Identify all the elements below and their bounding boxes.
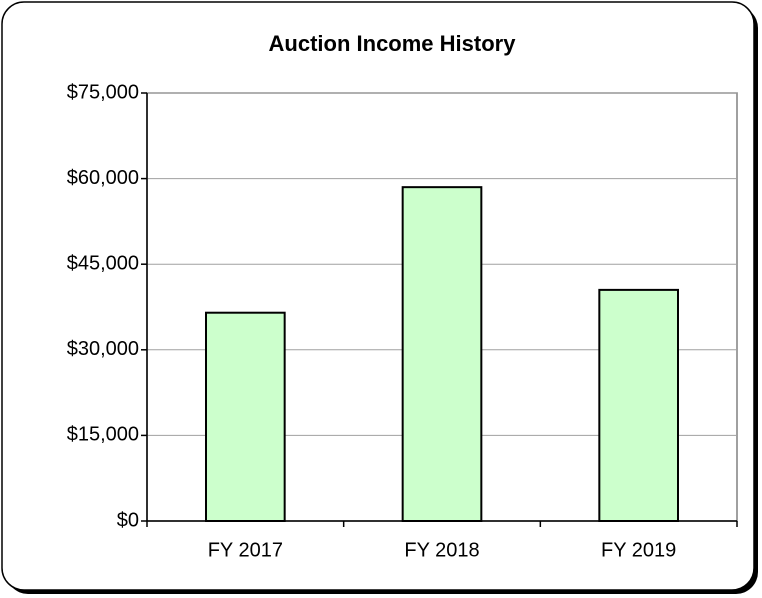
x-tick-label: FY 2019 [601, 539, 676, 561]
y-tick-label: $30,000 [67, 338, 139, 360]
y-tick-label: $0 [117, 509, 139, 531]
frame [1, 1, 755, 591]
bar [598, 288, 679, 522]
bar [401, 186, 483, 522]
y-tick-label: $15,000 [67, 424, 139, 446]
chart-title: Auction Income History [269, 31, 517, 56]
y-tick-label: $60,000 [67, 167, 139, 189]
bar [205, 311, 286, 522]
y-tick-label: $75,000 [67, 81, 139, 103]
x-tick-label: FY 2018 [404, 539, 479, 561]
x-tick-label: FY 2017 [208, 539, 283, 561]
y-tick-label: $45,000 [67, 252, 139, 274]
